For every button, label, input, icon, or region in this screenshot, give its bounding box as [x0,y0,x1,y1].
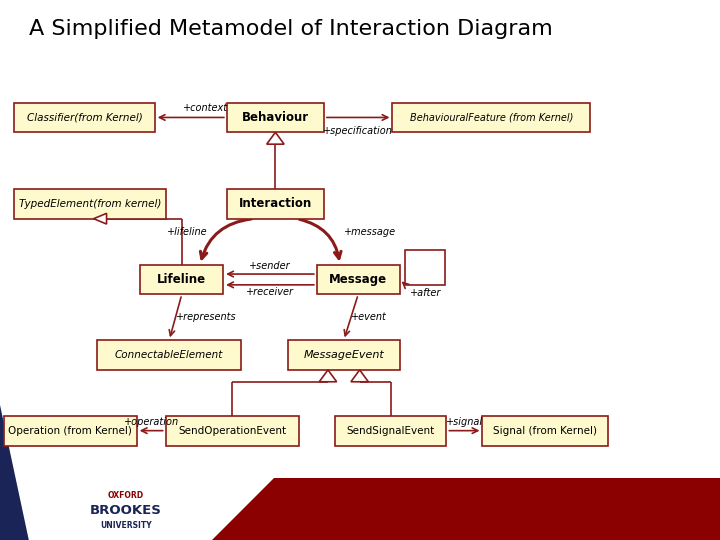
FancyBboxPatch shape [14,103,155,132]
Text: +operation: +operation [124,417,179,427]
Text: SendOperationEvent: SendOperationEvent [178,426,287,436]
Polygon shape [351,370,369,382]
Text: MessageEvent: MessageEvent [303,350,384,360]
FancyBboxPatch shape [14,189,166,219]
FancyBboxPatch shape [227,189,324,219]
Text: ConnectableElement: ConnectableElement [115,350,223,360]
FancyBboxPatch shape [97,340,241,370]
Text: Classifier(from Kernel): Classifier(from Kernel) [27,112,143,123]
Text: TypedElement(from kernel): TypedElement(from kernel) [19,199,161,209]
Polygon shape [266,132,284,144]
Text: +receiver: +receiver [246,287,294,298]
Polygon shape [0,405,29,540]
Polygon shape [94,213,107,224]
Text: Interaction: Interaction [239,197,312,211]
Polygon shape [319,370,337,382]
Text: SendSignalEvent: SendSignalEvent [346,426,435,436]
FancyBboxPatch shape [392,103,590,132]
Text: BROOKES: BROOKES [90,504,162,517]
Text: OXFORD: OXFORD [108,491,144,500]
Text: Lifeline: Lifeline [157,273,207,286]
Text: +after: +after [410,288,441,299]
Text: Behaviour: Behaviour [242,111,309,124]
FancyBboxPatch shape [335,416,446,446]
FancyBboxPatch shape [4,416,137,446]
FancyBboxPatch shape [288,340,400,370]
Text: UNIVERSITY: UNIVERSITY [100,522,152,530]
Text: Operation (from Kernel): Operation (from Kernel) [8,426,132,436]
FancyBboxPatch shape [317,265,400,294]
Text: BehaviouralFeature (from Kernel): BehaviouralFeature (from Kernel) [410,112,573,123]
Text: +signal: +signal [446,417,483,427]
FancyBboxPatch shape [482,416,608,446]
Text: +lifeline: +lifeline [166,227,207,237]
Text: +sender: +sender [249,261,291,272]
FancyBboxPatch shape [166,416,299,446]
Text: Signal (from Kernel): Signal (from Kernel) [493,426,598,436]
Text: +represents: +represents [176,312,237,322]
Text: +event: +event [351,312,387,322]
Text: Message: Message [329,273,387,286]
FancyBboxPatch shape [140,265,223,294]
FancyBboxPatch shape [227,103,324,132]
Text: +context: +context [183,103,228,113]
Polygon shape [212,478,720,540]
Text: +specification: +specification [323,126,393,136]
Text: A Simplified Metamodel of Interaction Diagram: A Simplified Metamodel of Interaction Di… [29,19,552,39]
Text: +message: +message [343,227,396,237]
